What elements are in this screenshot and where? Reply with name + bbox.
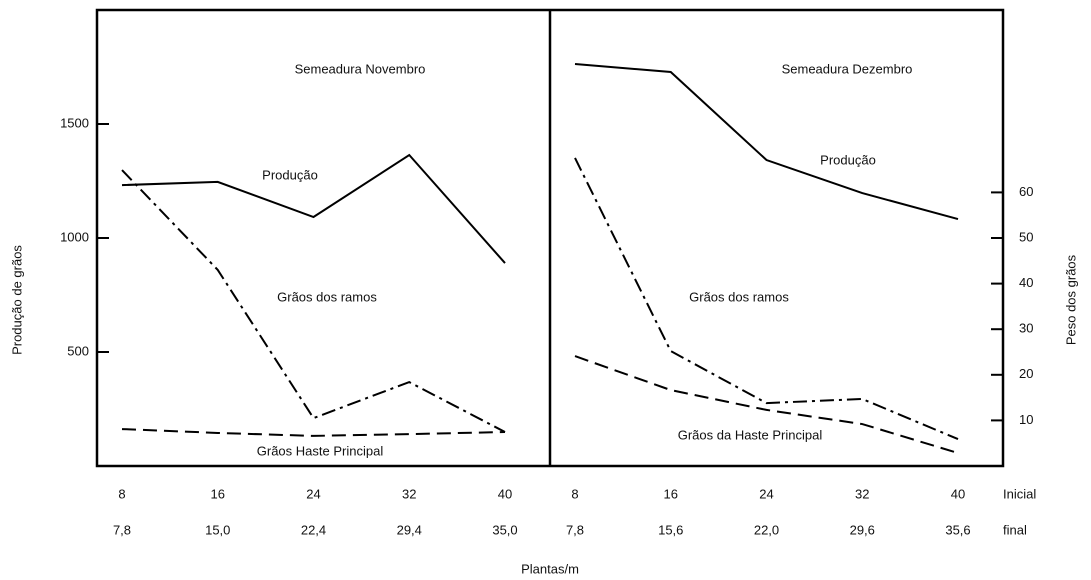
y2-axis-title: Peso dos grãos [1063, 254, 1078, 345]
y2-tick-label: 20 [1019, 366, 1033, 381]
x-tick-label: 40 [498, 486, 512, 501]
y2-tick-label: 30 [1019, 321, 1033, 336]
x-final-label: 7,8 [566, 522, 584, 537]
series-line [121, 169, 506, 433]
row-label: Inicial [1003, 486, 1036, 501]
panel-title: Semeadura Novembro [295, 61, 426, 76]
y2-tick-label: 50 [1019, 229, 1033, 244]
x-axis-title: Plantas/m [521, 561, 579, 576]
x-final-label: 15,6 [658, 522, 683, 537]
series-label: Grãos da Haste Principal [678, 427, 823, 442]
y-axis-title: Produção de grãos [9, 245, 24, 355]
series-line [574, 63, 959, 221]
y-tick-label: 500 [67, 343, 89, 358]
x-tick-label: 24 [759, 486, 773, 501]
series-label: Grãos Haste Principal [257, 443, 384, 458]
x-tick-label: 16 [211, 486, 225, 501]
row-label: final [1003, 522, 1027, 537]
x-final-label: 15,0 [205, 522, 230, 537]
x-tick-label: 8 [571, 486, 578, 501]
x-final-label: 35,6 [945, 522, 970, 537]
x-final-label: 22,0 [754, 522, 779, 537]
y-tick-label: 1500 [60, 115, 89, 130]
series-line [574, 355, 959, 454]
x-tick-label: 40 [951, 486, 965, 501]
y2-tick-label: 40 [1019, 275, 1033, 290]
y2-tick-label: 60 [1019, 184, 1033, 199]
series-line [121, 153, 506, 264]
series-label: Produção [262, 167, 318, 182]
x-final-label: 35,0 [492, 522, 517, 537]
x-tick-label: 32 [855, 486, 869, 501]
y2-tick-label: 10 [1019, 412, 1033, 427]
x-tick-label: 8 [118, 486, 125, 501]
x-final-label: 29,6 [850, 522, 875, 537]
x-final-label: 29,4 [397, 522, 422, 537]
series-line [121, 428, 506, 437]
x-tick-label: 16 [664, 486, 678, 501]
series-label: Produção [820, 152, 876, 167]
x-tick-label: 24 [306, 486, 320, 501]
x-tick-label: 32 [402, 486, 416, 501]
x-final-label: 22,4 [301, 522, 326, 537]
x-final-label: 7,8 [113, 522, 131, 537]
y-tick-label: 1000 [60, 229, 89, 244]
series-label: Grãos dos ramos [277, 289, 377, 304]
series-line [574, 157, 959, 441]
series-label: Grãos dos ramos [689, 289, 789, 304]
panel-title: Semeadura Dezembro [782, 61, 913, 76]
